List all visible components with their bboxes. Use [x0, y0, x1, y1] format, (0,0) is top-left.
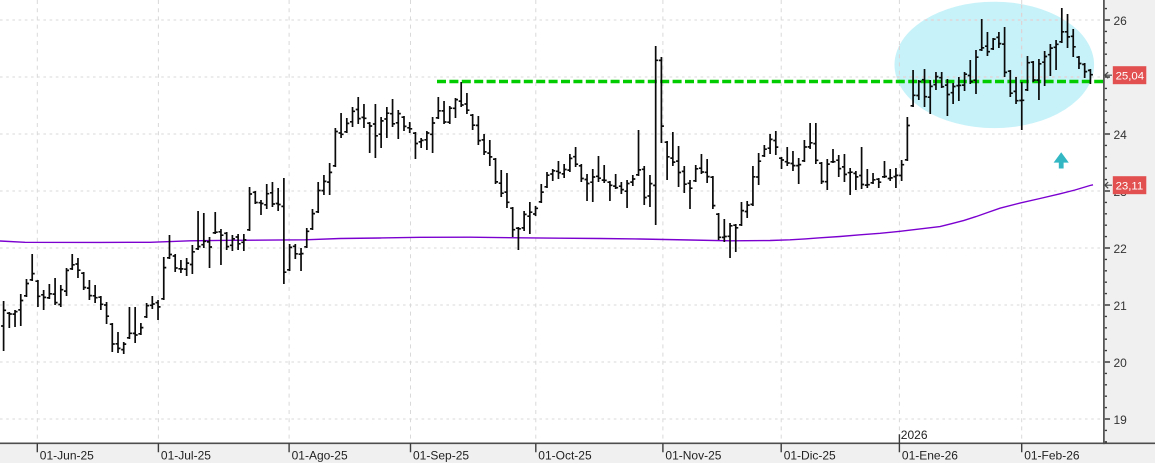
- svg-text:19: 19: [1114, 413, 1128, 427]
- svg-text:01-Nov-25: 01-Nov-25: [665, 449, 721, 463]
- svg-text:01-Ago-25: 01-Ago-25: [292, 449, 348, 463]
- svg-text:23,11: 23,11: [1116, 180, 1144, 192]
- svg-text:24: 24: [1114, 128, 1128, 142]
- svg-text:01-Feb-26: 01-Feb-26: [1024, 449, 1080, 463]
- svg-text:01-Ene-26: 01-Ene-26: [902, 449, 958, 463]
- svg-text:22: 22: [1114, 242, 1128, 256]
- svg-text:01-Jul-25: 01-Jul-25: [161, 449, 211, 463]
- svg-text:01-Sep-25: 01-Sep-25: [413, 449, 469, 463]
- svg-text:20: 20: [1114, 356, 1128, 370]
- svg-text:25,04: 25,04: [1116, 70, 1145, 82]
- svg-text:2026: 2026: [901, 428, 928, 442]
- svg-text:01-Oct-25: 01-Oct-25: [538, 449, 592, 463]
- svg-text:01-Jun-25: 01-Jun-25: [40, 449, 94, 463]
- svg-text:26: 26: [1114, 14, 1128, 28]
- svg-text:01-Dic-25: 01-Dic-25: [784, 449, 836, 463]
- svg-text:21: 21: [1114, 299, 1128, 313]
